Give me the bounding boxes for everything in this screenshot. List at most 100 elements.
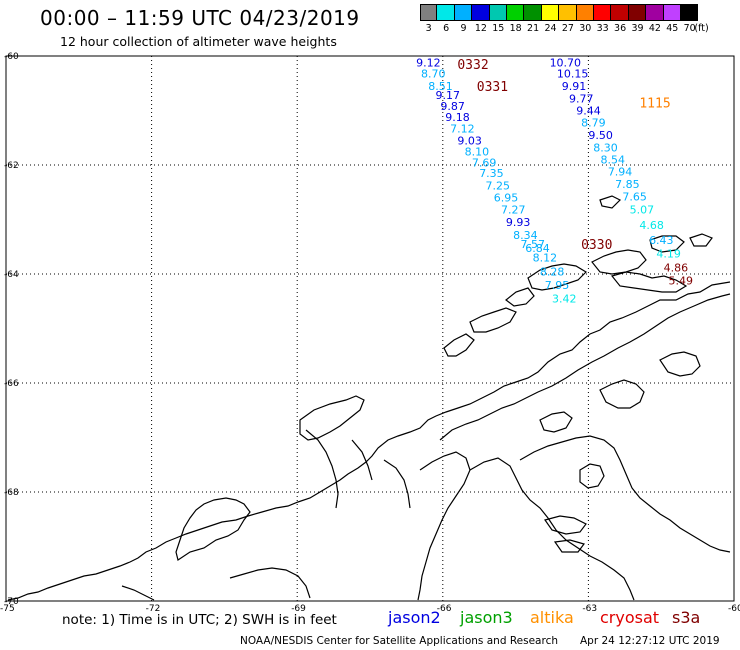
- latitude-label: -64: [4, 270, 19, 280]
- wave-height-value: 6.95: [494, 192, 519, 205]
- pass-time-label: 0331: [477, 80, 508, 95]
- legend-tick-label: 9: [460, 23, 467, 34]
- longitude-label: -60: [728, 604, 740, 614]
- wave-height-value: 7.57: [520, 238, 545, 251]
- legend-swatch: [611, 4, 629, 21]
- legend-swatch: [646, 4, 664, 21]
- wave-height-value: 9.87: [440, 100, 465, 113]
- legend-swatch: [559, 4, 577, 21]
- wave-height-value: 7.85: [615, 178, 640, 191]
- wave-height-value: 10.70: [550, 57, 582, 70]
- axis-labels: -60 -62 -64 -66 -68 -70-75 -72 -69 -66 -63 -60: [0, 52, 740, 614]
- satellite-legend-altika: altika: [530, 608, 574, 627]
- satellite-legend-jason3: jason3: [460, 608, 513, 627]
- legend-tick-label: 15: [492, 23, 505, 34]
- latitude-label: -68: [4, 488, 19, 498]
- wave-height-value: 8.54: [601, 154, 626, 167]
- wave-height-value: 9.17: [436, 89, 461, 102]
- wave-height-value: 7.94: [608, 166, 633, 179]
- latitude-label: -60: [4, 52, 19, 62]
- footer-generated-time: Apr 24 12:27:12 UTC 2019: [580, 635, 720, 647]
- legend-tick-label: 18: [509, 23, 522, 34]
- wave-height-value: 9.12: [416, 57, 441, 70]
- latitude-label: -62: [4, 161, 19, 171]
- wave-height-value: 8.12: [533, 252, 558, 265]
- pass-time-label: 0330: [581, 238, 612, 253]
- longitude-label: -69: [291, 604, 306, 614]
- pass-time-label: 0332: [457, 58, 488, 73]
- pass-time-label: 1115: [639, 96, 670, 111]
- legend-swatch: [489, 4, 507, 21]
- wave-height-value: 4.19: [656, 247, 681, 260]
- satellite-legend-s3a: s3a: [672, 608, 701, 627]
- legend-swatch: [454, 4, 473, 21]
- wave-height-value: 8.79: [581, 116, 606, 129]
- wave-height-value: 7.65: [622, 191, 647, 204]
- legend-tick-label: 33: [596, 23, 609, 34]
- legend-tick-label: 12: [474, 23, 487, 34]
- legend-swatch: [663, 4, 681, 21]
- coastline: [7, 195, 731, 601]
- latitude-label: -66: [4, 379, 19, 389]
- wave-height-value: 7.12: [450, 122, 475, 135]
- wave-height-value: 6.84: [525, 242, 550, 255]
- wave-height-value: 9.03: [457, 134, 482, 147]
- legend-swatch: [507, 4, 525, 21]
- wave-height-value: 4.86: [664, 261, 689, 274]
- wave-height-value: 9.44: [576, 105, 601, 118]
- wave-height-value: 5.49: [668, 275, 693, 288]
- wave-height-value: 8.70: [421, 67, 446, 80]
- wave-height-value: 9.93: [506, 216, 530, 229]
- footer-note: note: 1) Time is in UTC; 2) SWH is in fe…: [62, 612, 337, 628]
- latitude-label: -70: [4, 597, 19, 607]
- wave-height-value: 7.69: [472, 156, 497, 169]
- legend-tick-label: 27: [561, 23, 574, 34]
- wave-height-value: 8.51: [428, 80, 453, 93]
- wave-height-value: 8.30: [593, 142, 618, 155]
- wave-height-value: 7.35: [479, 167, 504, 180]
- wave-height-value: 8.10: [465, 145, 490, 158]
- wave-height-value: 4.68: [639, 219, 664, 232]
- wave-height-value: 8.28: [540, 265, 565, 278]
- legend-tick-label: 45: [666, 23, 679, 34]
- wave-height-value: 7.95: [545, 279, 570, 292]
- legend-unit-label: (ft): [694, 23, 709, 34]
- wave-height-value: 3.42: [552, 293, 577, 306]
- legend-swatch: [524, 4, 542, 21]
- legend-swatch: [628, 4, 647, 21]
- longitude-label: -72: [146, 604, 161, 614]
- page-title: 00:00 – 11:59 UTC 04/23/2019: [40, 6, 360, 30]
- legend-swatch: [594, 4, 612, 21]
- wave-height-value: 10.15: [557, 67, 589, 80]
- legend-tick-label: 21: [527, 23, 540, 34]
- pass-time-labels: 0332033103301115111: [457, 58, 670, 253]
- legend-tick-label: 6: [443, 23, 450, 34]
- wave-height-values: 9.128.708.519.179.879.187.129.038.107.69…: [416, 57, 693, 306]
- legend-swatch: [541, 4, 560, 21]
- map-frame: [5, 55, 735, 602]
- wave-height-value: 7.25: [486, 180, 511, 193]
- longitude-label: -66: [437, 604, 452, 614]
- wave-height-value: 6.43: [649, 234, 674, 247]
- wave-height-value: 9.50: [588, 129, 613, 142]
- legend-swatch: [437, 4, 455, 21]
- legend-swatch: [420, 4, 438, 21]
- wave-height-value: 9.18: [445, 111, 470, 124]
- longitude-label: -63: [582, 604, 597, 614]
- satellite-legend-cryosat: cryosat: [600, 608, 660, 627]
- wave-height-value: 7.27: [501, 204, 526, 217]
- legend-tick-label: 36: [614, 23, 627, 34]
- wave-height-value: 8.34: [513, 229, 538, 242]
- legend-swatch: [576, 4, 594, 21]
- legend-tick-label: 3: [425, 23, 432, 34]
- footer-credit: NOAA/NESDIS Center for Satellite Applica…: [240, 635, 558, 647]
- longitude-label: -75: [0, 604, 15, 614]
- wave-height-value: 9.91: [562, 80, 587, 93]
- page-subtitle: 12 hour collection of altimeter wave hei…: [60, 34, 337, 49]
- wave-height-value: 5.07: [630, 204, 655, 217]
- wave-height-value: 9.77: [569, 93, 594, 106]
- legend-tick-label: 30: [579, 23, 592, 34]
- lat-lon-grid: [6, 56, 734, 601]
- satellite-legend-jason2: jason2: [388, 608, 441, 627]
